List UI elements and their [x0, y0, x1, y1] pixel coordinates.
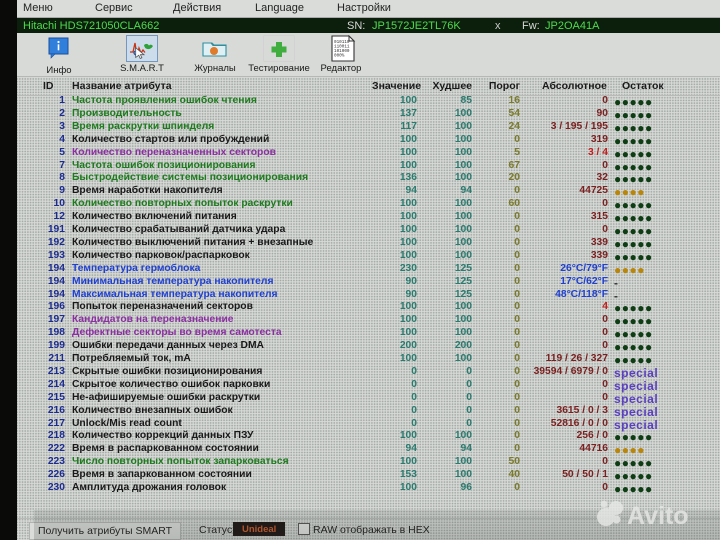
svg-text:Avito: Avito	[627, 502, 689, 530]
svg-text:000%: 000%	[334, 54, 345, 59]
